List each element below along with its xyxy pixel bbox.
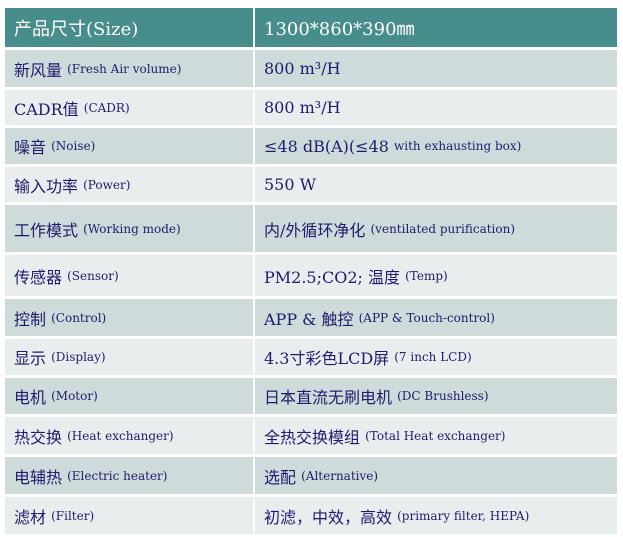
table-row: 显示 (Display) 4.3寸彩色LCD屏 (7 inch LCD) [5,339,617,378]
spec-label: 控制 (Control) [5,299,255,336]
spec-label: 传感器 (Sensor) [5,255,255,296]
spec-label: 工作模式 (Working mode) [5,205,255,252]
value-en: (primary filter, HEPA) [397,508,530,523]
table-row: 工作模式 (Working mode) 内/外循环净化 (ventilated p… [5,205,617,255]
value-main: 日本直流无刷电机 [264,388,393,407]
table-row: CADR值 (CADR) 800 m³/H [5,90,617,128]
label-en: (Motor) [51,389,98,403]
value-en: (Temp) [405,268,448,283]
value-main: 初滤，中效，高效 [264,507,393,527]
label-zh: CADR值 [14,99,79,119]
value-main: 全热交换模组 [264,427,361,447]
label-zh: 传感器 [14,267,63,287]
spec-value: 全热交换模组 (Total Heat exchanger) [255,417,617,454]
spec-value: 初滤，中效，高效 (primary filter, HEPA) [255,497,617,534]
label-en: (Display) [51,350,106,364]
spec-value: APP & 触控 (APP & Touch-control) [255,299,617,336]
label-en: (Fresh Air volume) [67,61,182,76]
table-row: 控制 (Control) APP & 触控 (APP & Touch-contro… [5,299,617,339]
spec-label: 电机 (Motor) [5,378,255,414]
spec-label: 滤材 (Filter) [5,497,255,534]
value-en: (APP & Touch-control) [358,310,495,325]
spec-value: 日本直流无刷电机 (DC Brushless) [255,378,617,414]
spec-value: PM2.5;CO2; 温度 (Temp) [255,255,617,296]
value-en: (ventilated purification) [370,221,516,236]
table-row: 电辅热 (Electric heater) 选配 (Alternative) [5,457,617,497]
table-row: 滤材 (Filter) 初滤，中效，高效 (primary filter, HEP… [5,497,617,537]
table-row: 噪音 (Noise) ≤48 dB(A)(≤48 with exhausting … [5,128,617,167]
value-en: (Alternative) [301,468,379,483]
value-main: 内/外循环净化 [264,220,366,240]
header-label: 产品尺寸(Size) [5,8,255,47]
spec-label: 新风量 (Fresh Air volume) [5,50,255,87]
label-en: (Sensor) [67,268,119,283]
value-main: 550 W [264,175,317,194]
label-en: (Electric heater) [67,468,168,483]
label-zh: 噪音 [14,138,47,157]
value-main: 选配 [264,467,297,487]
label-zh: 电机 [14,388,47,407]
table-row: 新风量 (Fresh Air volume) 800 m³/H [5,50,617,90]
label-en: (Control) [51,310,107,325]
value-main: 800 m³/H [264,98,341,117]
value-en: (DC Brushless) [397,389,489,403]
table-row: 输入功率 (Power) 550 W [5,167,617,205]
label-zh: 电辅热 [14,467,63,487]
spec-label: CADR值 (CADR) [5,90,255,125]
label-zh: 新风量 [14,60,63,80]
label-zh: 输入功率 [14,176,79,196]
label-en: (Heat exchanger) [67,428,174,443]
spec-label: 输入功率 (Power) [5,167,255,202]
value-en: with exhausting box) [394,139,522,153]
value-en: (Total Heat exchanger) [365,428,506,443]
label-zh: 热交换 [14,427,63,447]
table-row: 热交换 (Heat exchanger) 全热交换模组 (Total Heat e… [5,417,617,457]
value-main: 4.3寸彩色LCD屏 [264,349,390,368]
spec-label: 电辅热 (Electric heater) [5,457,255,494]
spec-label: 热交换 (Heat exchanger) [5,417,255,454]
label-en: (CADR) [83,100,130,115]
table-row: 传感器 (Sensor) PM2.5;CO2; 温度 (Temp) [5,255,617,299]
value-main: ≤48 dB(A)(≤48 [264,136,389,156]
spec-value: 内/外循环净化 (ventilated purification) [255,205,617,252]
label-zh: 显示 [14,349,47,368]
table-header-row: 产品尺寸(Size) 1300*860*390㎜ [5,8,617,50]
label-en: (Noise) [51,139,96,153]
spec-value: ≤48 dB(A)(≤48 with exhausting box) [255,128,617,164]
spec-value: 800 m³/H [255,50,617,87]
value-en: (7 inch LCD) [394,350,472,364]
label-en: (Filter) [51,508,95,523]
spec-value: 4.3寸彩色LCD屏 (7 inch LCD) [255,339,617,375]
spec-label: 显示 (Display) [5,339,255,375]
label-zh: 滤材 [14,507,47,527]
value-main: APP & 触控 [264,309,354,329]
header-value: 1300*860*390㎜ [264,18,415,40]
spec-value: 选配 (Alternative) [255,457,617,494]
table-row: 电机 (Motor) 日本直流无刷电机 (DC Brushless) [5,378,617,417]
spec-label: 噪音 (Noise) [5,128,255,164]
label-zh: 控制 [14,309,47,329]
spec-value: 550 W [255,167,617,202]
spec-table: 产品尺寸(Size) 1300*860*390㎜ 新风量 (Fresh Air … [5,8,617,537]
value-main: 800 m³/H [264,59,341,78]
label-en: (Power) [83,177,131,192]
value-main: PM2.5;CO2; 温度 [264,267,401,287]
label-en: (Working mode) [83,221,181,236]
spec-value: 800 m³/H [255,90,617,125]
label-zh: 工作模式 [14,220,79,240]
